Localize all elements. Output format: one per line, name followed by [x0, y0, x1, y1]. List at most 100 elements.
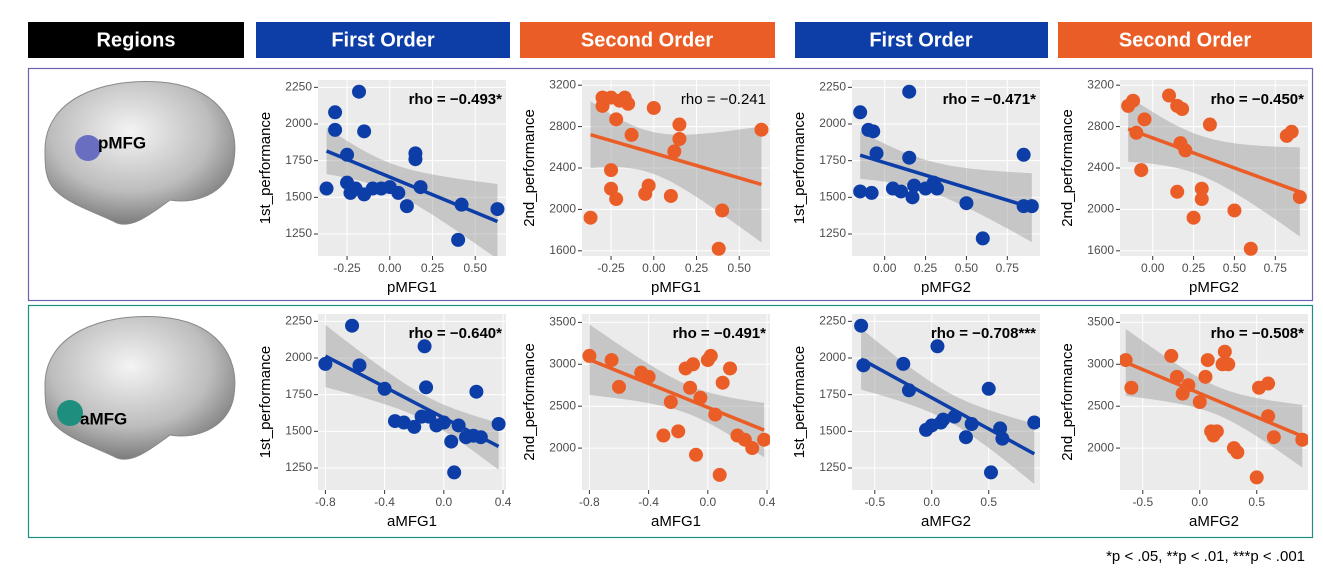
y-tick-label: 3000 [1087, 356, 1114, 370]
y-tick-label: 1500 [285, 424, 312, 438]
x-tick-label: 0.0 [923, 495, 940, 509]
point [1250, 470, 1264, 484]
x-tick-label: 0.00 [1141, 261, 1165, 275]
x-tick-label: 0.5 [980, 495, 997, 509]
y-tick-label: 3500 [549, 315, 576, 329]
annotation: rho = −0.508* [1211, 325, 1305, 342]
header: Second Order [581, 29, 713, 51]
point [1198, 370, 1212, 384]
y-axis-title: 2nd_performance [1059, 109, 1076, 227]
brain: pMFG [45, 82, 235, 225]
point [1138, 112, 1152, 126]
x-tick-label: 0.25 [1182, 261, 1206, 275]
point [854, 319, 868, 333]
point [647, 101, 661, 115]
y-tick-label: 2000 [549, 202, 576, 216]
x-tick-label: -0.4 [374, 495, 395, 509]
point [492, 417, 506, 431]
point [391, 186, 405, 200]
x-tick-label: 0.00 [378, 261, 402, 275]
point [745, 441, 759, 455]
x-tick-label: 0.4 [759, 495, 776, 509]
x-tick-label: 0.0 [435, 495, 452, 509]
y-tick-label: 1250 [819, 226, 846, 240]
x-tick-label: 0.75 [1264, 261, 1288, 275]
footnote: *p < .05, **p < .01, ***p < .001 [1106, 548, 1305, 565]
y-axis-title: 2nd_performance [1059, 343, 1076, 461]
point [357, 124, 371, 138]
annotation: rho = −0.640* [409, 325, 503, 342]
y-tick-label: 2250 [285, 80, 312, 94]
panel: 12501500175020002250-0.8-0.40.00.4aMFG11… [257, 314, 512, 530]
point [447, 465, 461, 479]
annotation: rho = −0.471* [943, 91, 1037, 108]
point [976, 231, 990, 245]
point [320, 182, 334, 196]
x-axis-title: pMFG2 [1189, 279, 1239, 296]
point [352, 85, 366, 99]
header: Regions [97, 29, 176, 51]
panel: 160020002400280032000.000.250.500.75pMFG… [1059, 77, 1308, 296]
point [584, 211, 598, 225]
annotation: rho = −0.491* [673, 325, 767, 342]
y-axis-title: 1st_performance [257, 346, 274, 459]
y-axis-title: 1st_performance [257, 112, 274, 225]
x-tick-label: -0.5 [864, 495, 885, 509]
x-tick-label: 0.75 [996, 261, 1020, 275]
point [672, 132, 686, 146]
point [982, 382, 996, 396]
point [704, 349, 718, 363]
x-tick-label: 0.25 [914, 261, 938, 275]
x-tick-label: -0.25 [333, 261, 361, 275]
point [1267, 430, 1281, 444]
y-tick-label: 1600 [1087, 243, 1114, 257]
point [902, 151, 916, 165]
point [754, 123, 768, 137]
point [469, 385, 483, 399]
point [1187, 211, 1201, 225]
x-tick-label: 0.0 [1191, 495, 1208, 509]
panel: 16002000240028003200-0.250.000.250.50pMF… [521, 77, 770, 296]
figure: Regions First Order Second Order First O… [0, 0, 1323, 583]
page: {"headers": ["Regions", "First Order", "… [0, 0, 1323, 583]
y-tick-label: 1750 [819, 153, 846, 167]
annotation: rho = −0.493* [409, 91, 503, 108]
y-tick-label: 1500 [819, 424, 846, 438]
y-tick-label: 2250 [285, 314, 312, 328]
x-axis-title: aMFG1 [651, 513, 701, 530]
point [713, 468, 727, 482]
point [1201, 353, 1215, 367]
y-tick-label: 1750 [819, 387, 846, 401]
point [1230, 445, 1244, 459]
point [959, 196, 973, 210]
point [1175, 102, 1189, 116]
point [451, 233, 465, 247]
point [866, 124, 880, 138]
point [1134, 163, 1148, 177]
y-tick-label: 2500 [1087, 398, 1114, 412]
y-tick-label: 2250 [819, 80, 846, 94]
x-tick-label: 0.0 [699, 495, 716, 509]
point [419, 380, 433, 394]
annotation: rho = −0.450* [1211, 91, 1305, 108]
point [1027, 416, 1041, 430]
x-tick-label: -0.8 [315, 495, 336, 509]
panel: 125015001750200022500.000.250.500.75pMFG… [791, 80, 1040, 296]
point [1244, 242, 1258, 256]
point [1221, 357, 1235, 371]
panel: 2000250030003500-0.50.00.5aMFG22nd_perfo… [1059, 314, 1309, 530]
point [609, 112, 623, 126]
y-tick-label: 3000 [549, 356, 576, 370]
x-tick-label: 0.4 [495, 495, 512, 509]
point [621, 97, 635, 111]
point [328, 105, 342, 119]
point [1285, 125, 1299, 139]
point [686, 357, 700, 371]
y-tick-label: 3500 [1087, 315, 1114, 329]
point [984, 465, 998, 479]
point [1218, 345, 1232, 359]
y-tick-label: 1250 [285, 460, 312, 474]
y-tick-label: 2500 [549, 398, 576, 412]
y-tick-label: 2400 [549, 160, 576, 174]
x-tick-label: 0.00 [873, 261, 897, 275]
